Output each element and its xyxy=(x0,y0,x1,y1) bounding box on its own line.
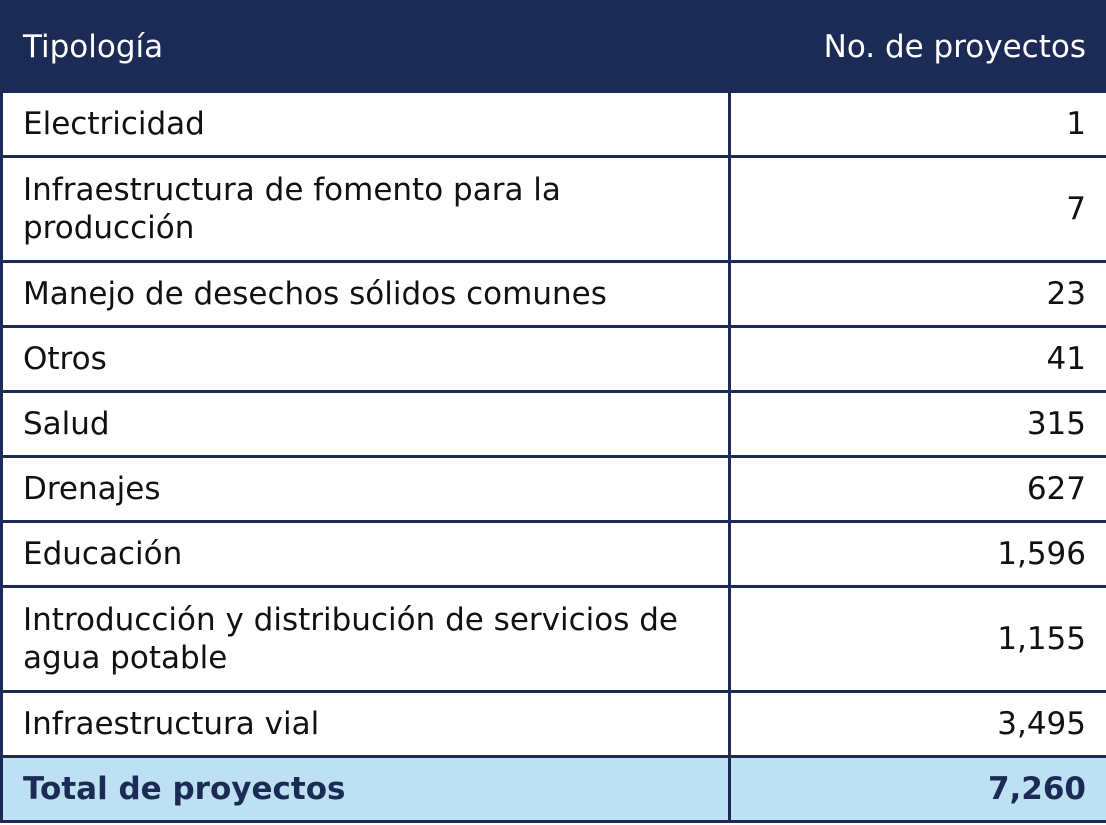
table-row: Salud 315 xyxy=(0,390,1106,458)
proyectos-cell: 1,596 xyxy=(728,520,1106,588)
table-row: Drenajes 627 xyxy=(0,455,1106,523)
table-row: Educación 1,596 xyxy=(0,520,1106,588)
proyectos-cell: 1,155 xyxy=(728,585,1106,693)
table-row: Otros 41 xyxy=(0,325,1106,393)
tipologia-cell: Otros xyxy=(0,325,731,393)
proyectos-cell: 7 xyxy=(728,155,1106,263)
proyectos-cell: 627 xyxy=(728,455,1106,523)
tipologia-cell: Manejo de desechos sólidos comunes xyxy=(0,260,731,328)
table-row: Electricidad 1 xyxy=(0,90,1106,158)
header-tipologia: Tipología xyxy=(0,0,731,93)
tipologia-cell: Introducción y distribución de servicios… xyxy=(0,585,731,693)
tipologia-cell: Drenajes xyxy=(0,455,731,523)
table-row: Infraestructura de fomento para la produ… xyxy=(0,155,1106,263)
total-row: Total de proyectos 7,260 xyxy=(0,755,1106,823)
tipologia-cell: Electricidad xyxy=(0,90,731,158)
proyectos-cell: 41 xyxy=(728,325,1106,393)
proyectos-cell: 3,495 xyxy=(728,690,1106,758)
table-row: Manejo de desechos sólidos comunes 23 xyxy=(0,260,1106,328)
header-proyectos: No. de proyectos xyxy=(728,0,1106,93)
proyectos-cell: 315 xyxy=(728,390,1106,458)
tipologia-cell: Infraestructura de fomento para la produ… xyxy=(0,155,731,263)
proyectos-cell: 23 xyxy=(728,260,1106,328)
tipologia-cell: Educación xyxy=(0,520,731,588)
table-row: Infraestructura vial 3,495 xyxy=(0,690,1106,758)
table-row: Introducción y distribución de servicios… xyxy=(0,585,1106,693)
total-value: 7,260 xyxy=(728,755,1106,823)
header-row: Tipología No. de proyectos xyxy=(0,0,1106,93)
proyectos-cell: 1 xyxy=(728,90,1106,158)
tipologia-cell: Salud xyxy=(0,390,731,458)
tipologia-cell: Infraestructura vial xyxy=(0,690,731,758)
total-label: Total de proyectos xyxy=(0,755,731,823)
